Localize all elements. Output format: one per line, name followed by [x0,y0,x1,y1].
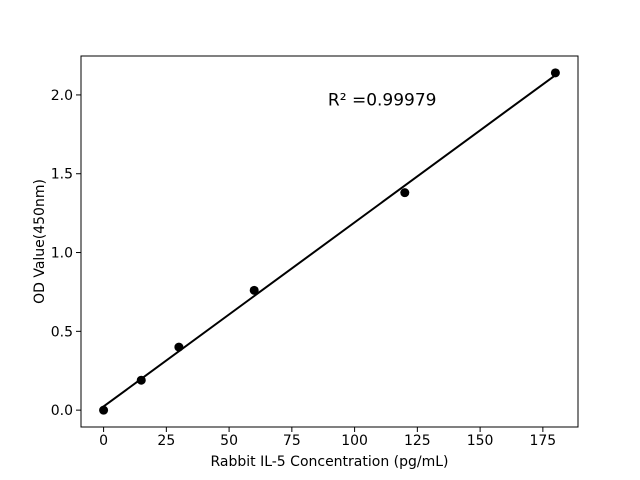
data-point [99,405,109,415]
y-tick-label: 2.0 [51,88,73,104]
x-tick-label: 75 [283,433,301,449]
x-tick-label: 150 [467,433,494,449]
y-tick-label: 0.5 [51,324,73,340]
y-tick-label: 1.5 [51,167,73,183]
data-point [174,342,184,352]
x-tick-label: 0 [99,433,108,449]
r-squared-annotation: R² =0.99979 [328,91,437,111]
x-axis-label: Rabbit IL-5 Concentration (pg/mL) [210,454,448,470]
y-axis-label: OD Value(450nm) [32,179,48,304]
fit-line [102,74,557,408]
x-tick-label: 100 [341,433,368,449]
y-tick-label: 0.0 [51,403,73,419]
y-tick-label: 1.0 [51,246,73,262]
data-point [249,285,259,295]
x-tick-label: 25 [157,433,175,449]
x-tick-label: 50 [220,433,238,449]
plot-border [80,55,579,428]
data-point [400,188,410,198]
x-tick-label: 125 [404,433,431,449]
data-point [136,375,146,385]
data-point [550,68,560,78]
x-tick-label: 175 [529,433,556,449]
